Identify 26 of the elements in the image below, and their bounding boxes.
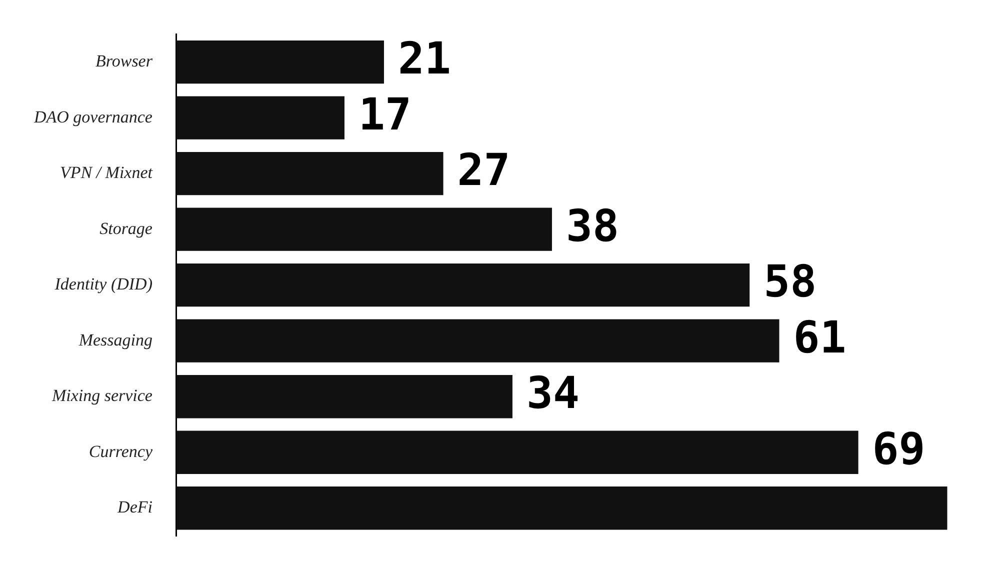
- data-label: 21: [398, 34, 451, 85]
- data-label: 34: [526, 368, 580, 420]
- y-tick-label: DeFi: [116, 498, 153, 517]
- bar: [176, 264, 750, 307]
- bar: [176, 319, 780, 362]
- y-tick-label: Storage: [100, 218, 153, 238]
- y-tick-label: Mixing service: [50, 386, 153, 406]
- data-label: 58: [764, 256, 817, 308]
- data-label: 17: [358, 89, 412, 140]
- bar: [176, 208, 552, 251]
- data-label: 69: [872, 424, 926, 475]
- bar: [176, 430, 858, 474]
- bar: [176, 486, 948, 530]
- data-label: 38: [566, 200, 619, 252]
- bar: [176, 375, 512, 418]
- bar: [176, 40, 384, 84]
- y-tick-label: Browser: [95, 52, 153, 71]
- y-tick-label: VPN / Mixnet: [60, 163, 154, 182]
- y-tick-label: Currency: [88, 442, 153, 461]
- y-tick-label: Messaging: [78, 330, 152, 350]
- bar: [176, 152, 444, 196]
- data-label: 61: [793, 312, 846, 364]
- bar: [176, 96, 344, 140]
- y-tick-label: Identity (DID): [54, 274, 153, 294]
- data-label: 27: [457, 145, 510, 196]
- y-tick-label: DAO governance: [32, 107, 153, 126]
